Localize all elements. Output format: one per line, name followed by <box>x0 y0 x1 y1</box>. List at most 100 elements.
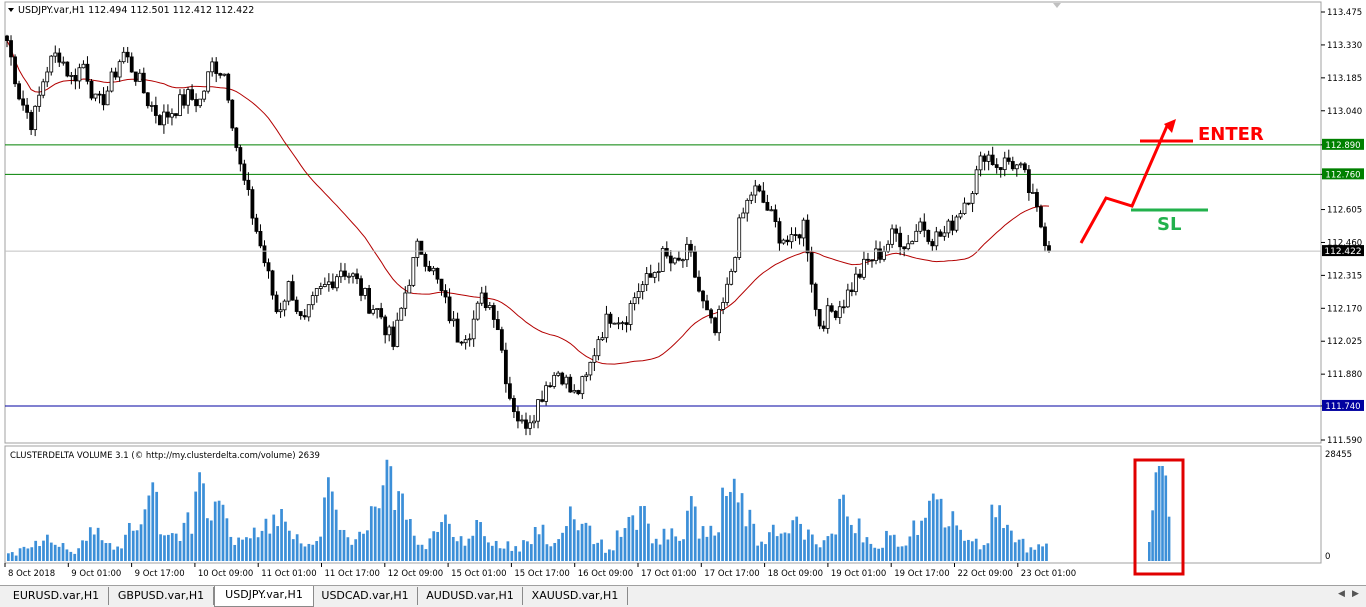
volume-bar <box>768 532 771 561</box>
volume-bar <box>206 518 209 561</box>
candle-body <box>878 248 882 260</box>
candle-body <box>483 292 488 309</box>
candle-body <box>982 155 987 162</box>
candle-body <box>753 185 758 196</box>
candle-body <box>922 221 927 231</box>
time-tick-label: 11 Oct 17:00 <box>325 569 380 579</box>
candle-body <box>499 329 504 351</box>
candle-body <box>990 154 995 166</box>
candle-body <box>769 209 774 212</box>
volume-bar <box>190 533 194 561</box>
volume-bar <box>803 539 806 561</box>
price-axis: 113.475 113.330 113.185 113.040 112.890 112.7… <box>1321 8 1362 446</box>
tab-gbpusd[interactable]: GBPUSD.var,H1 <box>109 587 214 605</box>
tab-eurusd[interactable]: EURUSD.var,H1 <box>4 587 109 605</box>
volume-bar <box>85 540 88 561</box>
volume-bar <box>1006 524 1009 561</box>
volume-bar <box>420 544 424 561</box>
volume-bar <box>104 543 108 561</box>
tab-scroll-left-icon[interactable]: ◀ <box>1338 589 1345 599</box>
time-tick-label: 22 Oct 09:00 <box>958 569 1013 579</box>
volume-bar <box>100 540 104 561</box>
volume-bar <box>818 547 822 561</box>
volume-bar <box>135 530 139 561</box>
candle-body <box>568 376 573 393</box>
candle-body <box>668 255 673 264</box>
tab-usdcad[interactable]: USDCAD.var,H1 <box>313 587 418 605</box>
volume-bar <box>834 534 838 561</box>
candle-body <box>1047 245 1051 252</box>
candle-body <box>628 303 633 325</box>
candle-body <box>660 248 665 272</box>
candle-body <box>773 209 778 222</box>
candle-body <box>862 258 866 278</box>
volume-bar <box>639 506 642 561</box>
price-plot-area[interactable] <box>4 1 1322 444</box>
candle-body <box>174 113 178 116</box>
candle-body <box>898 232 903 248</box>
candle-body <box>672 257 677 264</box>
tab-xauusd[interactable]: XAUUSD.var,H1 <box>523 587 628 605</box>
tab-audusd[interactable]: AUDUSD.var,H1 <box>418 587 523 605</box>
volume-bar <box>1013 542 1017 561</box>
candle-body <box>403 292 408 309</box>
volume-bar <box>120 548 123 561</box>
volume-bar <box>951 511 955 561</box>
candle-body <box>853 273 858 293</box>
volume-bar <box>518 551 521 561</box>
price-tick-label: 112.315 <box>1327 271 1362 281</box>
candle-body <box>520 419 524 422</box>
volume-bar <box>775 536 779 561</box>
volume-bar <box>471 535 475 561</box>
volume-bar <box>412 535 416 561</box>
candle-body <box>580 376 585 395</box>
chart-shift-icon[interactable] <box>1053 3 1061 8</box>
time-tick-label: 12 Oct 09:00 <box>388 569 443 579</box>
candle-body <box>970 193 975 204</box>
candle-body <box>21 98 25 106</box>
candle-body <box>29 111 34 131</box>
volume-bar <box>647 523 650 561</box>
candle-body <box>556 372 561 376</box>
horizontal-levels: 112.890 112.760 111.740 <box>5 138 1364 412</box>
candle-body <box>125 51 130 58</box>
volume-bar <box>537 534 541 561</box>
candle-body <box>604 313 609 339</box>
volume-bar <box>209 520 213 561</box>
candle-body <box>383 316 388 336</box>
volume-bar <box>323 497 326 561</box>
candle-body <box>817 309 822 327</box>
tab-usdjpy[interactable]: USDJPY.var,H1 <box>214 586 314 607</box>
candle-body <box>399 307 404 321</box>
candle-body <box>459 341 464 344</box>
candle-body <box>85 63 90 82</box>
candle-body <box>540 399 544 402</box>
candle-body <box>902 246 907 250</box>
time-tick-label: 15 Oct 17:00 <box>514 569 569 579</box>
candle-body <box>648 273 653 278</box>
symbol-tab-bar: EURUSD.var,H1 GBPUSD.var,H1 USDJPY.var,H… <box>0 585 1366 607</box>
candle-body <box>286 281 291 302</box>
candle-body <box>564 376 569 385</box>
volume-bar <box>81 540 84 561</box>
price-tick-label: 111.590 <box>1327 436 1362 446</box>
volume-bar <box>416 544 420 561</box>
volume-bar <box>194 491 198 561</box>
volume-bar <box>366 530 369 561</box>
volume-bar <box>334 509 338 561</box>
volume-bar <box>1037 544 1041 561</box>
candle-body <box>801 219 806 239</box>
candle-body <box>262 245 267 264</box>
candle-body <box>170 113 174 118</box>
volume-bar <box>522 540 525 561</box>
tab-scroll-right-icon[interactable]: ▶ <box>1352 589 1359 599</box>
volume-bar <box>151 482 155 561</box>
current-price-marker: 112.422 <box>1322 245 1364 257</box>
candle-body <box>733 257 738 272</box>
candle-body <box>640 284 645 292</box>
volume-bar <box>57 546 61 561</box>
volume-bar <box>939 498 943 561</box>
volume-bar <box>307 543 311 561</box>
candle-body <box>548 385 553 388</box>
symbol-menu-icon[interactable] <box>8 8 14 12</box>
